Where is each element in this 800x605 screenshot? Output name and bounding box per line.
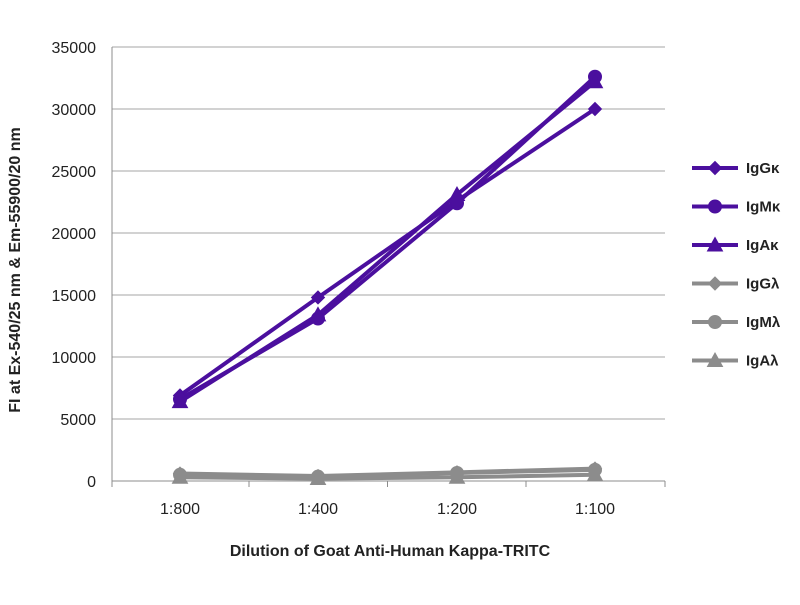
y-tick-label: 5000 <box>60 412 96 429</box>
x-tick-label: 1:100 <box>575 501 615 518</box>
grid-lines <box>112 46 665 420</box>
series-IgMλ <box>173 462 602 484</box>
data-point <box>587 101 603 117</box>
x-axis-title: Dilution of Goat Anti-Human Kappa-TRITC <box>230 543 551 560</box>
y-tick-label: 20000 <box>52 226 97 243</box>
y-tick-label: 25000 <box>52 164 97 181</box>
series-IgAλ <box>171 466 604 486</box>
y-tick-label: 10000 <box>52 350 97 367</box>
x-tick-label: 1:200 <box>437 501 477 518</box>
series-line <box>178 79 597 404</box>
x-tick-label: 1:800 <box>160 501 200 518</box>
data-point <box>448 468 466 484</box>
data-point <box>310 290 326 305</box>
data-point <box>586 466 604 482</box>
legend-label: IgGλ <box>746 276 780 293</box>
legend-label: IgMκ <box>746 199 781 216</box>
data-point <box>309 469 327 486</box>
legend-label: IgGκ <box>746 160 780 177</box>
data-point <box>171 468 189 484</box>
series-line <box>178 472 597 481</box>
y-axis-title: FI at Ex-540/25 nm & Em-55900/20 nm <box>7 127 24 412</box>
x-tick-label: 1:400 <box>298 501 338 518</box>
legend-marker <box>706 351 724 367</box>
axes <box>111 47 666 487</box>
series-IgAκ <box>171 73 604 409</box>
y-tick-label: 0 <box>87 474 96 491</box>
legend-label: IgAκ <box>746 237 779 254</box>
legend-marker <box>708 199 722 214</box>
legend-label: IgMλ <box>746 314 781 331</box>
series-line <box>178 467 597 479</box>
legend-marker <box>707 276 723 291</box>
legend-marker <box>708 315 722 329</box>
data-point <box>309 306 327 322</box>
legend: IgGκ IgMκ IgAκ IgGλ IgMλ IgAλ <box>692 160 781 370</box>
legend-entry: IgGλ <box>692 276 780 293</box>
y-tick-label: 30000 <box>52 102 97 119</box>
series-lines <box>171 69 604 486</box>
legend-label: IgAλ <box>746 353 779 370</box>
data-point <box>448 186 466 202</box>
legend-entry: IgAκ <box>692 236 779 254</box>
legend-entry: IgMκ <box>692 199 781 216</box>
y-tick-label: 15000 <box>52 288 97 305</box>
legend-entry: IgAλ <box>692 351 779 370</box>
y-tick-label: 35000 <box>52 40 97 57</box>
legend-entry: IgMλ <box>692 314 781 331</box>
data-point <box>171 393 189 409</box>
data-point <box>586 73 604 89</box>
legend-entry: IgGκ <box>692 160 780 177</box>
legend-marker <box>707 160 723 176</box>
tick-labels: 0 5000 10000 15000 20000 25000 30000 35000 1:800… <box>52 40 616 518</box>
legend-marker <box>706 236 724 252</box>
series-line <box>178 107 597 398</box>
